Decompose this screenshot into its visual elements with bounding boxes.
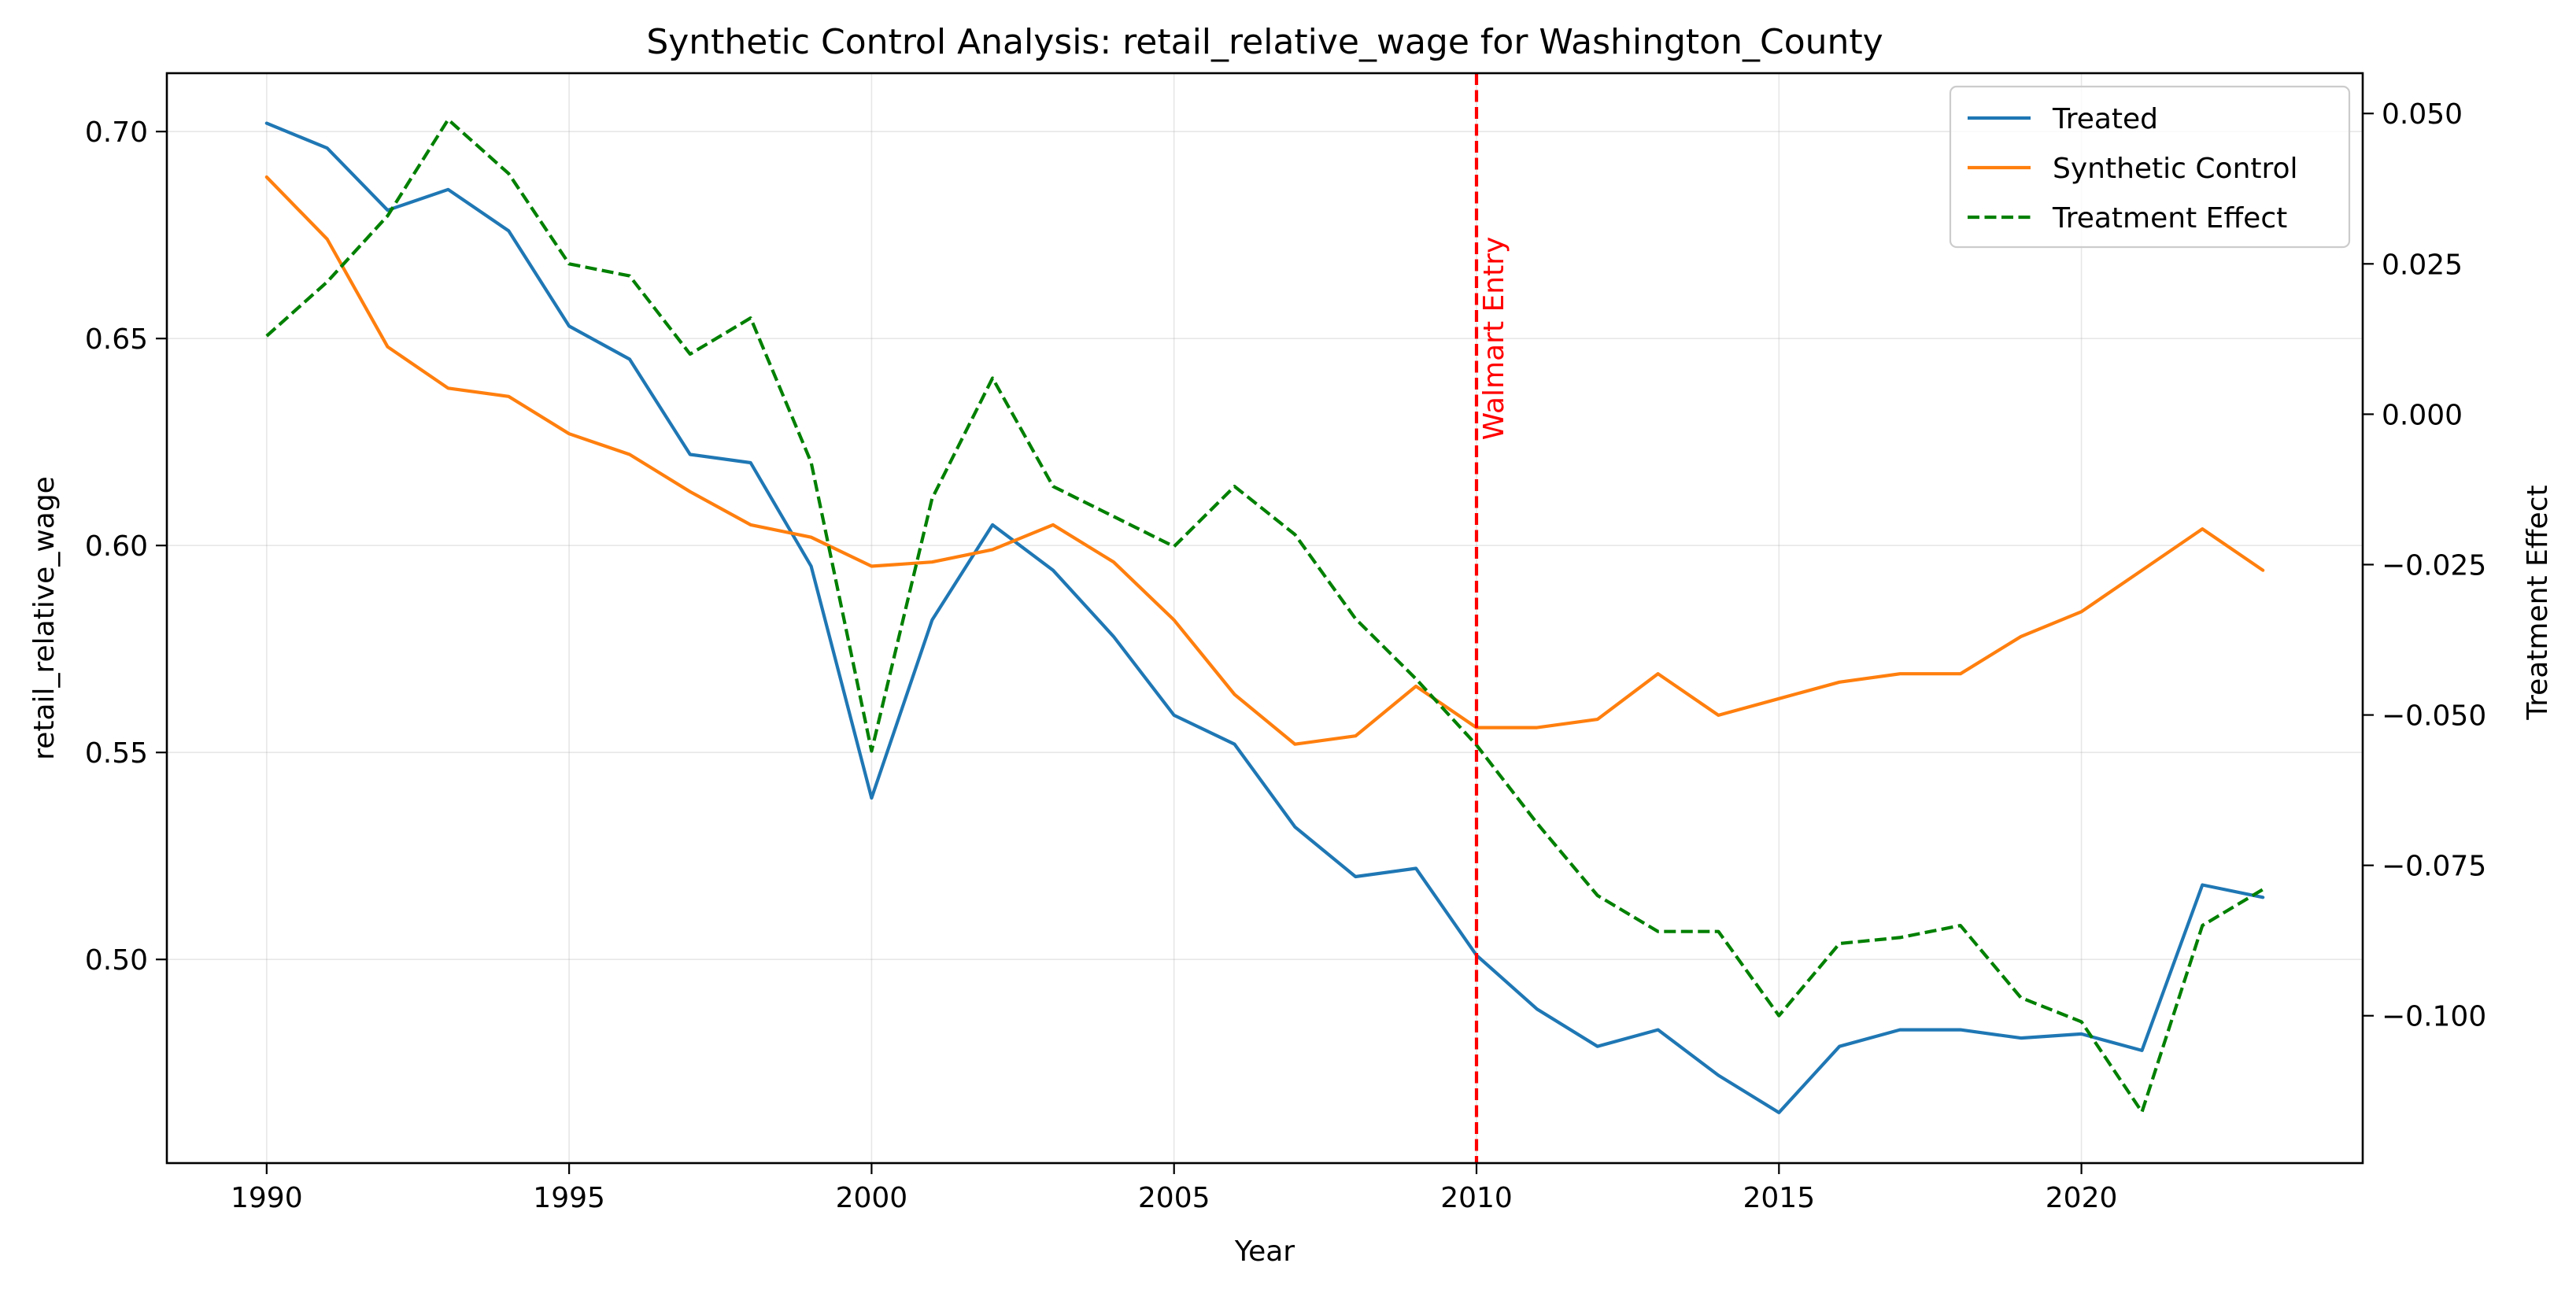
y2-tick-label: −0.025 [2382,549,2486,582]
y-tick-label: 0.55 [85,737,148,770]
x-tick-label: 2015 [1743,1182,1815,1214]
grid [167,73,2363,1163]
x-tick-label: 1990 [231,1182,303,1214]
series-line-treated [264,121,2265,1114]
legend[interactable]: Treated Synthetic Control Treatment Effect [1949,85,2351,249]
series-lines [264,117,2265,1114]
x-tick-label: 2005 [1138,1182,1210,1214]
y2-tick-label: 0.000 [2382,399,2463,431]
x-tick-label: 2020 [2046,1182,2118,1214]
chart-title: Synthetic Control Analysis: retail_relat… [646,22,1883,62]
y2-axis-label: Treatment Effect [2522,485,2554,720]
annotation-label: Walmart Entry [1478,237,1510,441]
y2-tick-label: −0.050 [2382,700,2486,733]
y-tick-label: 0.65 [85,323,148,356]
x-tick-label: 1995 [533,1182,605,1214]
y2-tick-label: 0.025 [2382,249,2463,281]
y-tick-label: 0.60 [85,530,148,563]
legend-item-synthetic-control[interactable]: Synthetic Control [1968,153,2298,185]
legend-item-treatment-effect[interactable]: Treatment Effect [1968,202,2287,235]
y2-tick-label: −0.075 [2382,851,2486,883]
x-axis-label: Year [1234,1235,1295,1268]
axes: 1990 1995 2000 2005 2010 2015 2020 0.50 0.55 0.60… [85,98,2486,1214]
x-tick-label: 2000 [836,1182,908,1214]
y-tick-label: 0.50 [85,944,148,977]
x-tick-label: 2010 [1440,1182,1513,1214]
series-line-treatment-effect [265,117,2264,1114]
y-tick-label: 0.70 [85,116,148,149]
series-line-synthetic-control [264,175,2265,746]
legend-label: Treatment Effect [2052,202,2287,235]
legend-label: Treated [2052,103,2158,135]
legend-box [1949,85,2351,249]
y2-tick-label: 0.050 [2382,98,2463,131]
y2-tick-label: −0.100 [2382,1001,2486,1033]
annotations: Walmart Entry [1474,73,1510,1163]
legend-label: Synthetic Control [2053,153,2298,185]
y-axis-label: retail_relative_wage [28,476,61,760]
plot-frame [165,72,2364,1165]
legend-item-treated[interactable]: Treated [1968,103,2158,135]
